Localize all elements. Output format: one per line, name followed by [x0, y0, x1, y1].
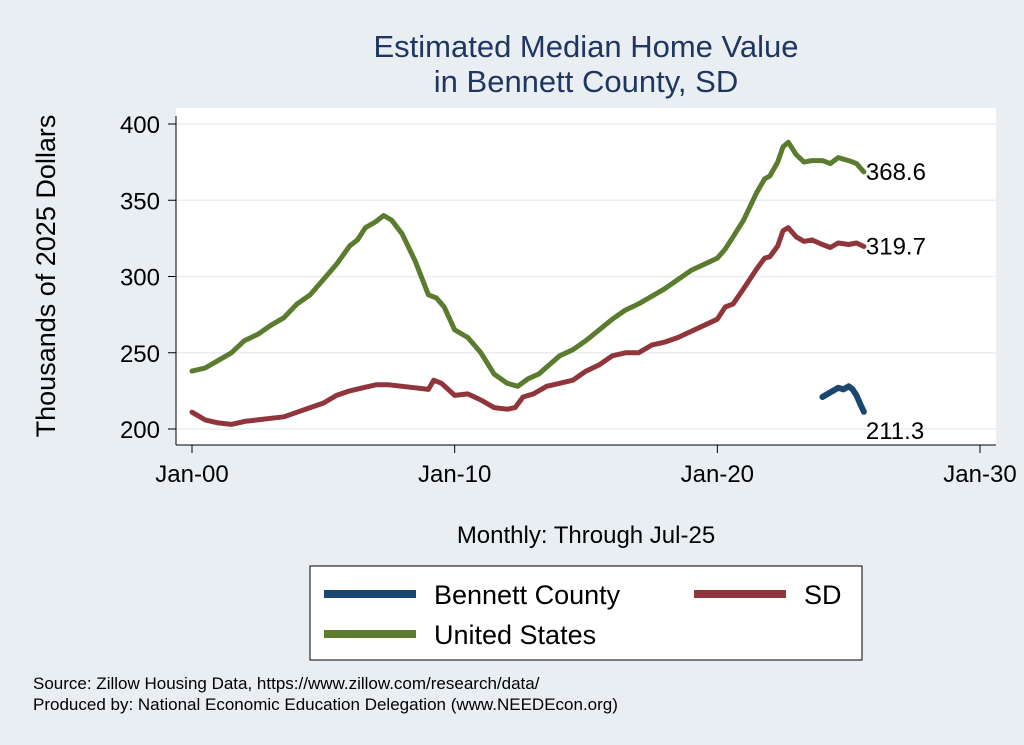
x-tick-label-Jan-10: Jan-10	[418, 461, 491, 488]
chart-title-line-1: Estimated Median Home Value	[373, 29, 798, 64]
series-lines	[189, 139, 867, 427]
legend-label-sd: SD	[804, 580, 842, 610]
y-tick-label-200: 200	[120, 417, 160, 444]
x-axis: Jan-00 Jan-10 Jan-20 Jan-30	[155, 444, 1017, 488]
x-tick-label-Jan-30: Jan-30	[943, 461, 1016, 488]
x-axis-label: Monthly: Through Jul-25	[457, 522, 715, 549]
x-tick-label-Jan-00: Jan-00	[155, 461, 228, 488]
y-axis: 200 250 300 350 400	[120, 112, 177, 445]
legend: Bennett County SD United States	[309, 565, 863, 661]
y-tick-label-250: 250	[120, 341, 160, 368]
source-note: Source: Zillow Housing Data, https://www…	[33, 674, 540, 693]
series-line-united-states	[189, 139, 867, 389]
y-tick-label-300: 300	[120, 265, 160, 292]
legend-label-united-states: United States	[434, 620, 596, 650]
end-label-united-states: 368.6	[866, 159, 926, 186]
chart-title-line-2: in Bennett County, SD	[434, 64, 738, 99]
gridlines	[176, 123, 996, 430]
series-line-sd	[189, 225, 867, 427]
x-tick-label-Jan-20: Jan-20	[681, 461, 754, 488]
end-label-bennett-county: 211.3	[866, 418, 924, 445]
legend-box	[309, 565, 863, 661]
y-axis-label: Thousands of 2025 Dollars	[31, 115, 61, 438]
y-tick-label-350: 350	[120, 188, 160, 215]
y-tick-label-400: 400	[120, 112, 160, 139]
series-line-bennett-county	[819, 383, 867, 415]
end-label-sd: 319.7	[866, 233, 926, 260]
footer-notes: Source: Zillow Housing Data, https://www…	[33, 673, 618, 715]
produced-by-note: Produced by: National Economic Education…	[33, 695, 618, 714]
end-labels: 368.6 319.7 211.3	[866, 159, 926, 445]
legend-label-bennett-county: Bennett County	[434, 580, 621, 610]
